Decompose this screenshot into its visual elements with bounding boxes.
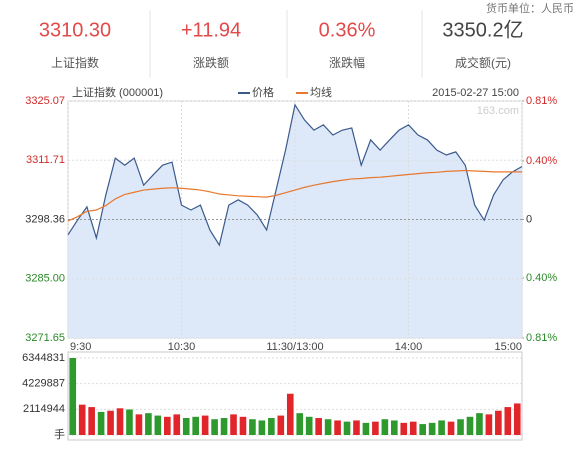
volume-bar bbox=[107, 410, 114, 435]
y-tick-label: 3285.00 bbox=[25, 273, 65, 285]
volume-bar bbox=[164, 416, 171, 435]
volume-bar bbox=[343, 421, 351, 435]
volume-bar bbox=[305, 416, 313, 435]
volume-bar bbox=[126, 409, 133, 435]
stat-label: 上证指数 bbox=[51, 55, 99, 70]
volume-bar bbox=[504, 407, 512, 435]
volume-bar bbox=[391, 420, 398, 435]
stat-value: +11.94 bbox=[181, 19, 241, 41]
x-tick-label: 15:00 bbox=[494, 341, 522, 353]
legend-label: 均线 bbox=[310, 85, 332, 99]
y-tick-label: 手 bbox=[54, 427, 65, 441]
volume-bar bbox=[334, 420, 341, 435]
x-tick-label: 10:30 bbox=[168, 341, 196, 353]
series-line bbox=[67, 103, 523, 247]
stat-label: 成交额(元) bbox=[455, 55, 511, 70]
y2-tick-label: 0.81% bbox=[526, 95, 557, 107]
stat-label: 涨跌额 bbox=[193, 55, 229, 70]
stat-label: 涨跌幅 bbox=[329, 55, 365, 70]
x-tick-label: 11:30/13:00 bbox=[266, 341, 323, 353]
volume-bar bbox=[192, 416, 199, 435]
stat-value: 3350.2亿 bbox=[442, 18, 523, 41]
volume-bar bbox=[78, 404, 86, 435]
chart-title: 上证指数 (000001) bbox=[72, 85, 163, 99]
volume-bar bbox=[154, 415, 162, 435]
volume-bar bbox=[230, 414, 237, 435]
volume-bar bbox=[324, 419, 332, 435]
volume-bar bbox=[116, 408, 124, 435]
stat-value: 0.36% bbox=[319, 19, 376, 41]
volume-bar bbox=[173, 414, 181, 435]
volume-bar bbox=[97, 411, 105, 435]
y-tick-label: 4229887 bbox=[22, 378, 65, 390]
x-tick-label: 14:00 bbox=[395, 341, 423, 353]
volume-bar bbox=[362, 422, 370, 435]
volume-bar bbox=[353, 420, 360, 435]
volume-frame bbox=[67, 351, 523, 441]
watermark: 163.com bbox=[477, 105, 519, 117]
volume-bar bbox=[457, 419, 464, 435]
y-tick-label: 3325.07 bbox=[25, 95, 65, 107]
series-line bbox=[67, 169, 522, 222]
volume-bar bbox=[211, 419, 218, 435]
volume-bar bbox=[201, 415, 209, 435]
y-tick-label: 3271.65 bbox=[25, 332, 65, 344]
x-tick-label: 9:30 bbox=[70, 341, 91, 353]
legend-label: 价格 bbox=[252, 85, 274, 99]
stat-value: 3310.30 bbox=[39, 19, 111, 41]
volume-bar bbox=[381, 419, 389, 435]
y2-tick-label: 0.81% bbox=[526, 332, 557, 344]
volume-bar bbox=[419, 424, 426, 435]
volume-bar bbox=[447, 421, 455, 435]
y-tick-label: 3298.36 bbox=[25, 213, 65, 225]
volume-bar bbox=[145, 413, 152, 435]
volume-bar bbox=[135, 414, 143, 435]
volume-bar bbox=[400, 422, 408, 435]
volume-bar bbox=[495, 410, 502, 435]
volume-bar bbox=[286, 393, 294, 435]
volume-bar bbox=[69, 358, 77, 435]
timestamp: 2015-02-27 15:00 bbox=[432, 87, 519, 99]
volume-bar bbox=[476, 413, 483, 435]
y-tick-label: 2114944 bbox=[23, 403, 65, 415]
currency-note: 货币单位：人民币 bbox=[486, 1, 574, 15]
volume-bar bbox=[220, 418, 228, 435]
volume-bar bbox=[485, 414, 493, 435]
volume-bar bbox=[296, 413, 304, 435]
volume-bar bbox=[315, 418, 322, 435]
volume-bar bbox=[249, 419, 256, 435]
volume-bar bbox=[88, 407, 95, 435]
y2-tick-label: 0.40% bbox=[526, 272, 557, 284]
volume-bar bbox=[372, 421, 379, 435]
volume-bar bbox=[258, 420, 266, 435]
volume-bar bbox=[409, 421, 417, 435]
volume-bar bbox=[466, 416, 474, 435]
y2-tick-label: 0 bbox=[526, 213, 532, 225]
volume-bar bbox=[239, 416, 247, 435]
volume-bar bbox=[438, 420, 445, 435]
volume-bar bbox=[182, 418, 190, 435]
volume-bar bbox=[268, 418, 275, 435]
volume-bar bbox=[277, 415, 285, 435]
y-tick-label: 6344831 bbox=[22, 352, 65, 364]
y2-tick-label: 0.40% bbox=[526, 155, 557, 167]
volume-bar bbox=[513, 403, 521, 435]
volume-bar bbox=[428, 422, 436, 435]
y-tick-label: 3311.71 bbox=[26, 154, 65, 166]
